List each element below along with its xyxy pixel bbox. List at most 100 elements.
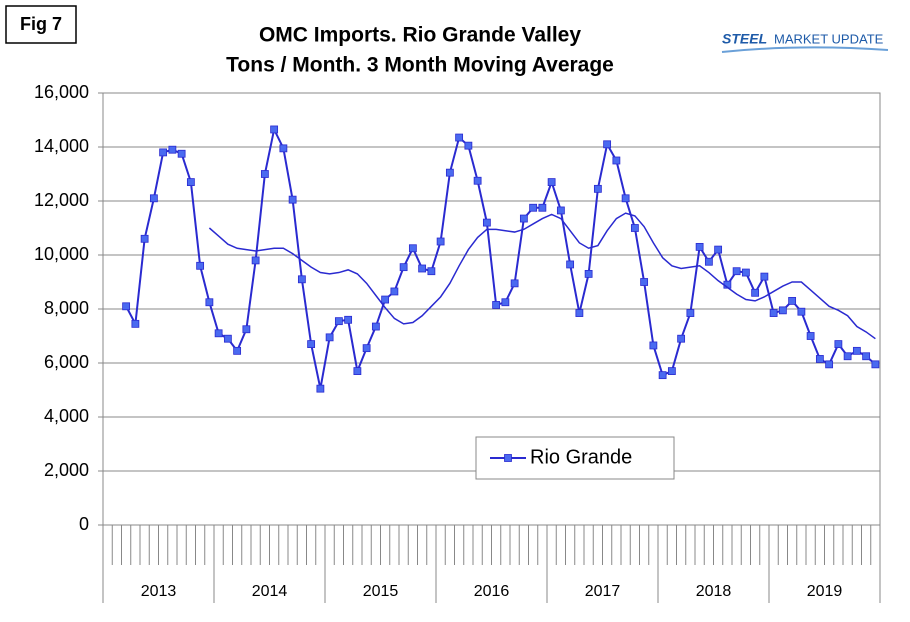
marker <box>547 178 556 187</box>
figure-label: Fig 7 <box>20 14 62 34</box>
marker <box>436 237 445 246</box>
marker <box>325 333 334 342</box>
marker <box>714 245 723 254</box>
logo-text: MARKET UPDATE <box>774 31 884 46</box>
marker <box>834 340 843 349</box>
marker <box>862 352 871 361</box>
y-tick-label: 2,000 <box>44 460 89 480</box>
y-tick-label: 0 <box>79 514 89 534</box>
marker <box>566 260 575 269</box>
marker <box>825 360 834 369</box>
marker <box>168 145 177 154</box>
marker <box>251 256 260 265</box>
marker <box>334 317 343 326</box>
marker <box>769 309 778 317</box>
marker <box>510 279 519 288</box>
marker <box>732 267 741 276</box>
marker <box>815 355 824 363</box>
marker <box>556 206 565 215</box>
marker <box>630 224 639 232</box>
marker <box>390 287 399 296</box>
marker <box>593 184 602 193</box>
group-label: 2014 <box>252 583 288 600</box>
marker <box>149 194 158 203</box>
y-tick-label: 8,000 <box>44 298 89 318</box>
marker <box>233 346 242 355</box>
marker <box>445 168 454 177</box>
marker <box>751 288 760 297</box>
marker <box>501 298 510 307</box>
marker <box>778 306 787 315</box>
marker <box>131 319 140 328</box>
marker <box>529 203 538 212</box>
marker <box>760 272 769 281</box>
marker <box>205 298 214 307</box>
marker <box>159 148 168 157</box>
marker <box>519 214 528 223</box>
chart-subtitle: Tons / Month. 3 Month Moving Average <box>226 54 614 77</box>
marker <box>297 275 306 284</box>
group-label: 2013 <box>141 583 177 600</box>
figure-label-box <box>5 5 77 44</box>
marker <box>649 341 658 350</box>
marker <box>612 156 621 165</box>
marker <box>658 371 667 380</box>
marker <box>371 322 380 331</box>
marker <box>788 296 797 305</box>
marker <box>455 133 464 142</box>
marker <box>353 367 362 376</box>
marker <box>122 302 131 311</box>
marker <box>242 325 251 334</box>
marker <box>307 340 316 349</box>
group-label: 2017 <box>585 583 621 600</box>
marker <box>196 261 205 270</box>
marker <box>408 244 417 253</box>
marker <box>427 267 436 276</box>
marker <box>270 125 279 134</box>
marker <box>575 309 584 317</box>
moving-average-line <box>208 212 876 340</box>
marker <box>464 141 473 150</box>
y-tick-label: 16,000 <box>34 82 89 102</box>
marker <box>288 195 297 204</box>
marker <box>473 176 482 185</box>
marker <box>316 384 325 393</box>
marker <box>695 242 704 251</box>
marker <box>492 301 501 309</box>
series-line <box>125 126 877 389</box>
legend-marker <box>504 454 512 462</box>
marker <box>482 218 491 227</box>
y-tick-label: 4,000 <box>44 406 89 426</box>
marker <box>279 144 288 153</box>
marker <box>640 278 649 286</box>
marker <box>667 367 676 376</box>
marker <box>603 140 612 149</box>
marker <box>843 352 852 361</box>
y-tick-label: 6,000 <box>44 352 89 372</box>
logo-swoosh <box>721 46 889 53</box>
marker <box>871 360 880 369</box>
y-tick-label: 14,000 <box>34 136 89 156</box>
marker <box>344 315 353 324</box>
marker <box>538 203 547 212</box>
marker <box>852 346 861 355</box>
marker <box>584 269 593 278</box>
legend-label: Rio Grande <box>530 446 632 468</box>
logo-brand: STEEL <box>722 31 767 47</box>
marker <box>140 234 149 243</box>
y-tick-label: 10,000 <box>34 244 89 264</box>
marker <box>686 309 695 317</box>
marker <box>362 344 371 353</box>
marker <box>399 263 408 272</box>
y-tick-label: 12,000 <box>34 190 89 210</box>
group-label: 2019 <box>807 583 843 600</box>
marker <box>260 170 269 178</box>
marker <box>704 257 713 266</box>
marker <box>177 149 186 158</box>
marker <box>186 178 195 187</box>
group-label: 2015 <box>363 583 399 600</box>
chart-title: OMC Imports. Rio Grande Valley <box>259 24 581 47</box>
marker <box>418 264 427 273</box>
marker <box>797 307 806 316</box>
